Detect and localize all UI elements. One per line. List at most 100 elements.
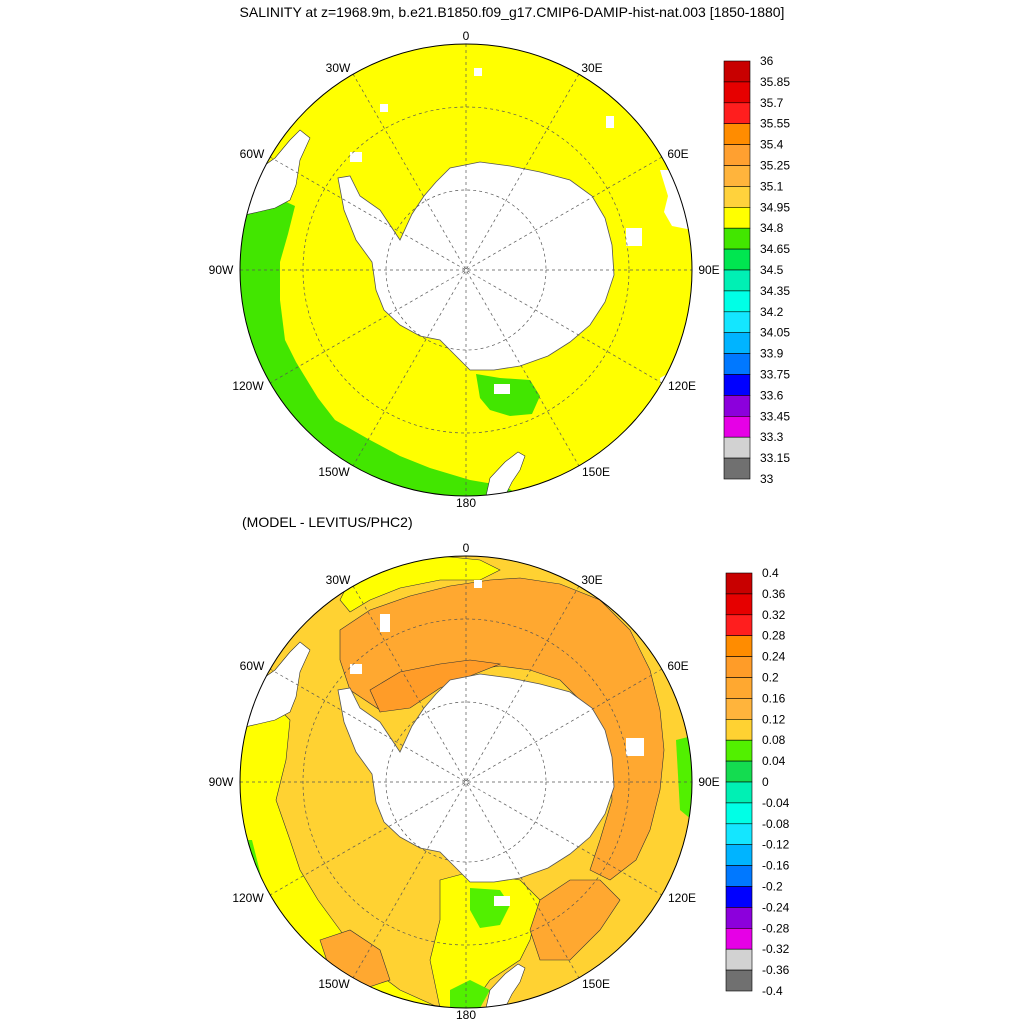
bottom-colorbar-swatch — [725, 739, 753, 762]
top-colorbar-swatch — [723, 81, 751, 104]
bottom-colorbar-swatch — [725, 865, 753, 887]
bottom-colorbar-swatch — [725, 718, 753, 741]
top-colorbar-swatch — [723, 144, 751, 166]
bottom-lon-label-120w: 120W — [232, 891, 264, 905]
top-colorbar-swatch — [723, 415, 751, 438]
top-green-region-west — [240, 200, 520, 496]
top-colorbar-tick-label: 33.45 — [760, 409, 790, 423]
top-lon-label-90w: 90W — [209, 263, 234, 277]
bottom-colorbar-swatch — [725, 614, 753, 636]
bottom-colorbar-tick-label: -0.04 — [762, 796, 790, 810]
bottom-graticule — [240, 556, 692, 1008]
top-antarctica — [337, 161, 615, 371]
bottom-colorbar-tick-label: 0.28 — [762, 629, 786, 643]
top-map-title: SALINITY at z=1968.9m, b.e21.B1850.f09_g… — [239, 4, 785, 20]
top-colorbar-swatch — [723, 353, 751, 375]
top-colorbar-swatch — [723, 207, 751, 229]
top-island-c — [626, 228, 642, 246]
bottom-lon-label-90e: 90E — [698, 775, 719, 789]
bottom-colorbar-swatch — [725, 781, 753, 804]
top-colorbar-swatch — [723, 60, 751, 83]
bottom-lon-label-180: 180 — [456, 1008, 476, 1022]
bottom-colorbar-tick-label: -0.4 — [762, 984, 783, 998]
bottom-colorbar-tick-label: 0.4 — [762, 566, 779, 580]
top-colorbar: 36 35.85 35.7 35.55 35.4 35.25 35.1 34.95 34.8 34… — [723, 54, 790, 486]
top-colorbar-swatch — [723, 227, 751, 250]
top-lon-label-120w: 120W — [232, 379, 264, 393]
top-colorbar-tick-label: 33 — [760, 472, 774, 486]
bottom-land-nz — [485, 963, 526, 1008]
bottom-lon-label-60w: 60W — [240, 659, 265, 673]
bottom-island-a — [474, 580, 482, 588]
bottom-lon-label-0: 0 — [463, 541, 470, 555]
top-colorbar-tick-label: 34.05 — [760, 326, 790, 340]
top-colorbar-swatch — [723, 457, 751, 480]
top-lon-label-0: 0 — [463, 29, 470, 43]
top-colorbar-swatch — [723, 269, 751, 292]
top-green-region-south — [476, 374, 540, 416]
bottom-lon-label-30e: 30E — [581, 573, 602, 587]
top-colorbar-tick-label: 34.65 — [760, 242, 790, 256]
bottom-colorbar-tick-label: -0.08 — [762, 817, 790, 831]
top-colorbar-tick-label: 34.95 — [760, 200, 790, 214]
top-colorbar-swatch — [723, 395, 751, 417]
bottom-colorbar-tick-label: -0.12 — [762, 838, 790, 852]
top-colorbar-tick-label: 35.55 — [760, 117, 790, 131]
top-island-a — [474, 68, 482, 76]
bottom-colorbar-tick-label: 0.16 — [762, 691, 786, 705]
bottom-colorbar-tick-label: -0.28 — [762, 921, 790, 935]
bottom-map-title: (MODEL - LEVITUS/PHC2) — [242, 514, 413, 530]
bottom-colorbar-swatch — [725, 635, 753, 657]
top-island-e — [380, 104, 388, 112]
top-colorbar-swatch — [723, 290, 751, 313]
bottom-orange-southeast — [529, 879, 621, 961]
bottom-island-d — [350, 664, 362, 674]
top-colorbar-tick-label: 34.2 — [760, 305, 784, 319]
top-island-d — [350, 152, 362, 162]
bottom-colorbar-swatch — [725, 948, 753, 971]
bottom-colorbar-swatch — [725, 698, 753, 720]
top-lon-label-30w: 30W — [326, 61, 351, 75]
top-graticule — [240, 44, 692, 496]
top-colorbar-swatch — [723, 102, 751, 125]
bottom-colorbar-tick-label: 0 — [762, 775, 769, 789]
bottom-colorbar-tick-label: 0.04 — [762, 754, 786, 768]
top-land-nz — [485, 451, 526, 496]
top-colorbar-swatch — [723, 374, 751, 396]
top-map-border — [239, 43, 693, 497]
top-colorbar-tick-label: 35.1 — [760, 179, 784, 193]
bottom-colorbar-tick-label: 0.32 — [762, 608, 786, 622]
bottom-lon-label-150e: 150E — [582, 977, 610, 991]
bottom-colorbar-swatch — [725, 886, 753, 908]
top-lon-label-120e: 120E — [668, 379, 696, 393]
top-colorbar-tick-label: 33.15 — [760, 451, 790, 465]
bottom-land-south-america — [240, 641, 311, 729]
bottom-colorbar-swatch — [725, 927, 753, 950]
bottom-lon-label-30w: 30W — [326, 573, 351, 587]
top-colorbar-tick-label: 33.3 — [760, 430, 784, 444]
top-colorbar-swatch — [723, 436, 751, 459]
bottom-map-border — [239, 555, 693, 1009]
bottom-colorbar-swatch — [725, 760, 753, 783]
top-polar-map: 0 30E 60E 90E 120E 150E 180 150W 120W 90… — [209, 29, 791, 510]
bottom-colorbar-swatch — [725, 823, 753, 845]
bottom-green-east-edge — [676, 736, 692, 820]
bottom-colorbar-tick-label: -0.24 — [762, 900, 790, 914]
bottom-lon-labels: 0 30E 60E 90E 120E 150E 180 150W 120W 90… — [209, 541, 720, 1022]
top-colorbar-tick-label: 36 — [760, 54, 774, 68]
top-lon-label-60e: 60E — [667, 147, 688, 161]
bottom-colorbar-swatch — [725, 844, 753, 866]
bottom-colorbar-swatch — [725, 969, 753, 992]
bottom-colorbar-swatch — [725, 656, 753, 678]
bottom-lon-label-120e: 120E — [668, 891, 696, 905]
bottom-colorbar-tick-label: 0.08 — [762, 733, 786, 747]
top-lon-label-150e: 150E — [582, 465, 610, 479]
bottom-colorbar-swatch — [725, 593, 753, 616]
top-colorbar-swatch — [723, 186, 751, 208]
top-lon-labels: 0 30E 60E 90E 120E 150E 180 150W 120W 90… — [209, 29, 720, 510]
top-lon-label-60w: 60W — [240, 147, 265, 161]
top-land-south-america — [240, 129, 311, 217]
top-lon-label-90e: 90E — [698, 263, 719, 277]
bottom-colorbar-swatch — [725, 907, 753, 929]
top-colorbar-tick-label: 34.8 — [760, 221, 784, 235]
